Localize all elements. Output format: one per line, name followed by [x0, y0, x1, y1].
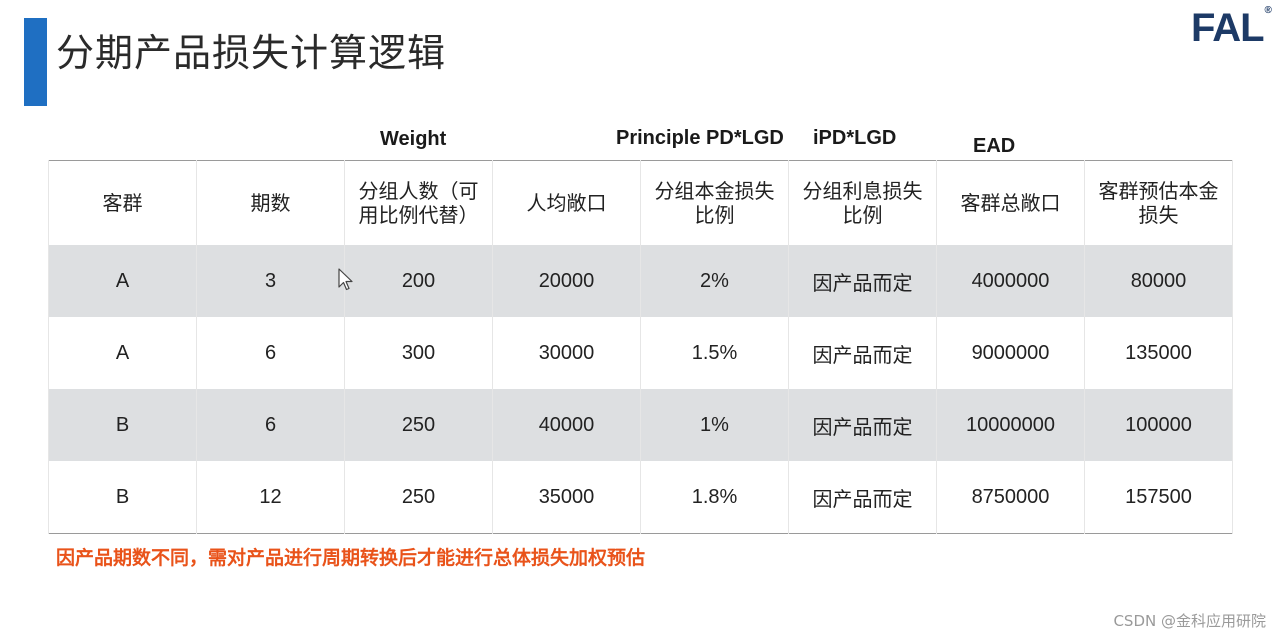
table-row: B 12 250 35000 1.8% 因产品而定 8750000 157500: [48, 461, 1233, 534]
table-cell: 1.5%: [640, 317, 789, 389]
table-cell: 因产品而定: [788, 245, 937, 317]
table-cell: 20000: [492, 245, 641, 317]
mouse-cursor-icon: [338, 268, 353, 291]
table-cell: 6: [196, 317, 345, 389]
table-cell: A: [48, 245, 197, 317]
table-cell: 40000: [492, 389, 641, 461]
table-cell: 10000000: [936, 389, 1085, 461]
table-cell: 300: [344, 317, 493, 389]
fal-logo: FAL®: [1191, 5, 1272, 50]
table-cell: 35000: [492, 461, 641, 534]
slide-title: 分期产品损失计算逻辑: [56, 31, 447, 75]
table-cell: 30000: [492, 317, 641, 389]
table-cell: A: [48, 317, 197, 389]
table-cell: 因产品而定: [788, 317, 937, 389]
csdn-watermark: CSDN @金科应用研院: [1113, 612, 1266, 630]
table-cell: 157500: [1084, 461, 1233, 534]
header-group-headcount: 分组人数（可用比例代替）: [344, 160, 493, 245]
table-cell: 因产品而定: [788, 461, 937, 534]
table-cell: 1%: [640, 389, 789, 461]
loss-calculation-table: 客群 期数 分组人数（可用比例代替） 人均敞口 分组本金损失比例 分组利息损失比…: [48, 160, 1233, 534]
logo-text: FAL: [1191, 6, 1265, 50]
table-cell: 6: [196, 389, 345, 461]
table-cell: 250: [344, 389, 493, 461]
table-cell: 2%: [640, 245, 789, 317]
registered-mark: ®: [1264, 5, 1272, 16]
header-term-count: 期数: [196, 160, 345, 245]
principle-pd-lgd-annotation: Principle PD*LGD: [616, 127, 784, 149]
ipd-lgd-annotation: iPD*LGD: [813, 127, 897, 149]
table-cell: 12: [196, 461, 345, 534]
header-interest-loss-ratio: 分组利息损失比例: [788, 160, 937, 245]
table-cell: 因产品而定: [788, 389, 937, 461]
table-cell: 250: [344, 461, 493, 534]
table-header-row: 客群 期数 分组人数（可用比例代替） 人均敞口 分组本金损失比例 分组利息损失比…: [48, 160, 1233, 245]
table-cell: 4000000: [936, 245, 1085, 317]
table-cell: 8750000: [936, 461, 1085, 534]
header-total-exposure: 客群总敞口: [936, 160, 1085, 245]
table-row: A 6 300 30000 1.5% 因产品而定 9000000 135000: [48, 317, 1233, 389]
table-cell: 100000: [1084, 389, 1233, 461]
title-accent-bar: [24, 18, 47, 106]
table-cell: 1.8%: [640, 461, 789, 534]
table-cell: B: [48, 461, 197, 534]
header-customer-group: 客群: [48, 160, 197, 245]
ead-annotation: EAD: [973, 135, 1016, 157]
header-avg-exposure: 人均敞口: [492, 160, 641, 245]
table-row: B 6 250 40000 1% 因产品而定 10000000 100000: [48, 389, 1233, 461]
table-cell: B: [48, 389, 197, 461]
table-cell: 80000: [1084, 245, 1233, 317]
table-cell: 200: [344, 245, 493, 317]
table-cell: 135000: [1084, 317, 1233, 389]
orange-footnote: 因产品期数不同，需对产品进行周期转换后才能进行总体损失加权预估: [56, 547, 646, 569]
table-cell: 9000000: [936, 317, 1085, 389]
header-est-principal-loss: 客群预估本金损失: [1084, 160, 1233, 245]
table-row: A 3 200 20000 2% 因产品而定 4000000 80000: [48, 245, 1233, 317]
header-principal-loss-ratio: 分组本金损失比例: [640, 160, 789, 245]
weight-annotation: Weight: [380, 128, 447, 150]
table-cell: 3: [196, 245, 345, 317]
